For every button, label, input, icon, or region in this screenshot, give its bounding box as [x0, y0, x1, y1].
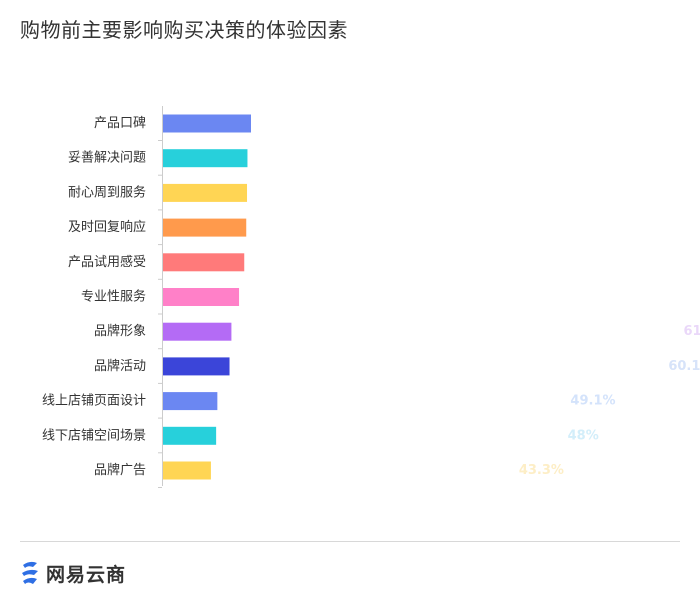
- value-label: 49.1%: [570, 394, 615, 409]
- value-label: 43.3%: [519, 463, 564, 478]
- bar-chart: 产品口碑79.5%妥善解决问题76.3%耐心周到服务75.9%及时回复响应75.…: [42, 106, 700, 488]
- brand-name: 网易云商: [46, 563, 127, 586]
- bar: [163, 357, 230, 376]
- netease-yunshang-logo-icon: [22, 561, 38, 584]
- value-label: 48%: [568, 428, 599, 443]
- bar: [163, 218, 247, 237]
- value-label: 61.8%: [683, 324, 700, 339]
- category-label: 耐心周到服务: [68, 184, 146, 200]
- category-label: 产品口碑: [94, 115, 146, 131]
- value-label: 60.1%: [668, 359, 700, 374]
- category-label: 品牌形象: [94, 323, 146, 339]
- chart-title: 购物前主要影响购买决策的体验因素: [20, 18, 348, 42]
- bar: [163, 322, 232, 341]
- category-label: 及时回复响应: [68, 219, 146, 235]
- category-label: 品牌活动: [94, 358, 146, 374]
- bar: [163, 288, 240, 306]
- category-label: 线下店铺空间场景: [42, 428, 146, 443]
- category-label: 产品试用感受: [68, 254, 146, 270]
- bar: [163, 461, 211, 480]
- brand-logo: 网易云商: [20, 559, 126, 587]
- bar: [163, 183, 248, 202]
- category-label: 品牌广告: [94, 462, 146, 478]
- footer-divider: [20, 541, 680, 542]
- bar: [163, 253, 245, 272]
- bar: [163, 392, 218, 411]
- category-label: 线上店铺页面设计: [42, 394, 146, 409]
- category-label: 专业性服务: [81, 289, 146, 305]
- bar: [163, 149, 248, 168]
- bar: [163, 114, 251, 133]
- category-label: 妥善解决问题: [68, 150, 146, 166]
- bar: [163, 426, 217, 445]
